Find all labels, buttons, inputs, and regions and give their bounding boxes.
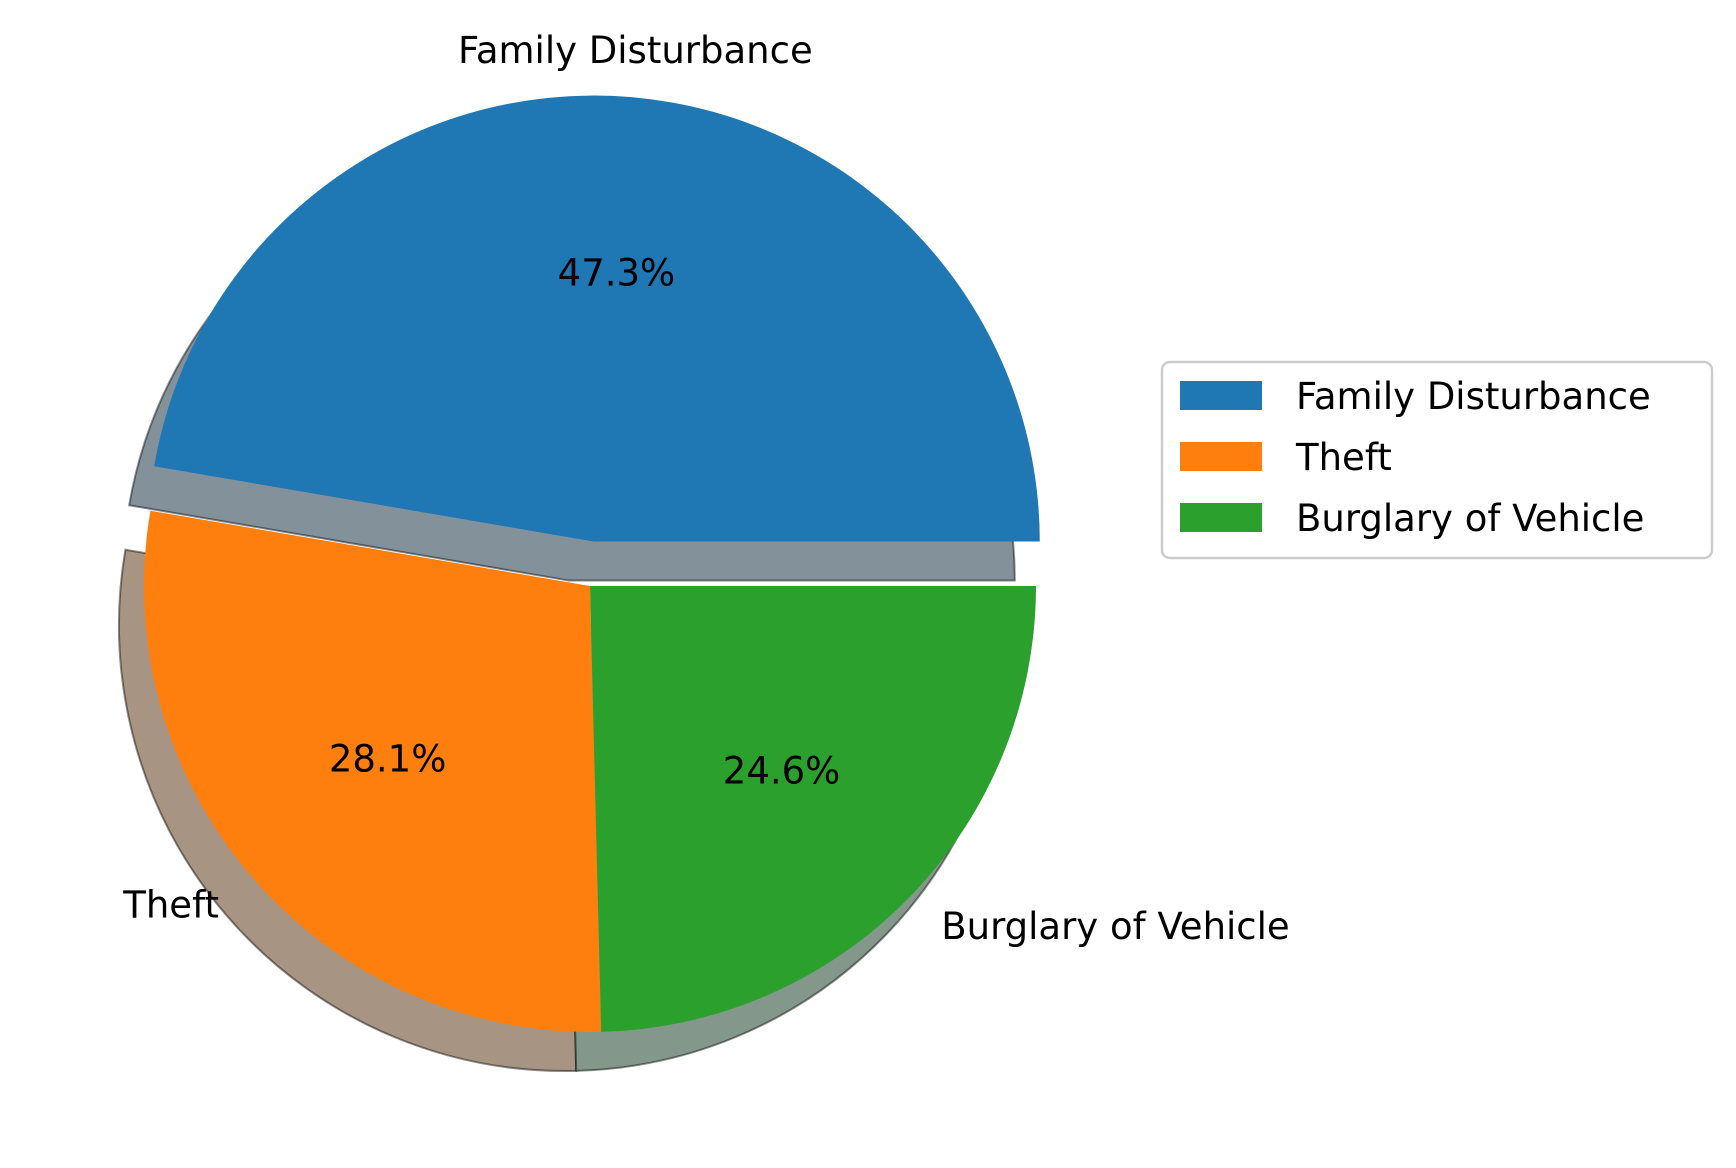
slice-label-theft: Theft: [122, 883, 219, 926]
legend-label-family-disturbance: Family Disturbance: [1296, 375, 1651, 418]
pie-slices: [144, 95, 1040, 1032]
pie-slice-theft: [144, 510, 602, 1032]
percent-labels: 47.3% 28.1% 24.6%: [329, 251, 841, 792]
slice-labels: Family Disturbance Theft Burglary of Vehic…: [122, 29, 1289, 948]
legend-label-burglary-of-vehicle: Burglary of Vehicle: [1296, 497, 1644, 540]
legend-swatch-theft: [1180, 442, 1262, 471]
pie-slice-family-disturbance: [154, 95, 1040, 542]
legend-swatch-family-disturbance: [1180, 381, 1262, 410]
legend: Family Disturbance Theft Burglary of Veh…: [1160, 360, 1714, 560]
slice-label-family-disturbance: Family Disturbance: [458, 29, 813, 72]
slice-label-burglary-of-vehicle: Burglary of Vehicle: [941, 905, 1289, 948]
percent-label-family-disturbance: 47.3%: [558, 251, 676, 294]
percent-label-theft: 28.1%: [329, 738, 447, 781]
legend-label-theft: Theft: [1295, 436, 1392, 479]
percent-label-burglary-of-vehicle: 24.6%: [723, 749, 841, 792]
pie-slice-burglary-of-vehicle: [590, 586, 1036, 1032]
legend-swatch-burglary-of-vehicle: [1180, 503, 1262, 532]
legend-frame: [1160, 360, 1714, 560]
